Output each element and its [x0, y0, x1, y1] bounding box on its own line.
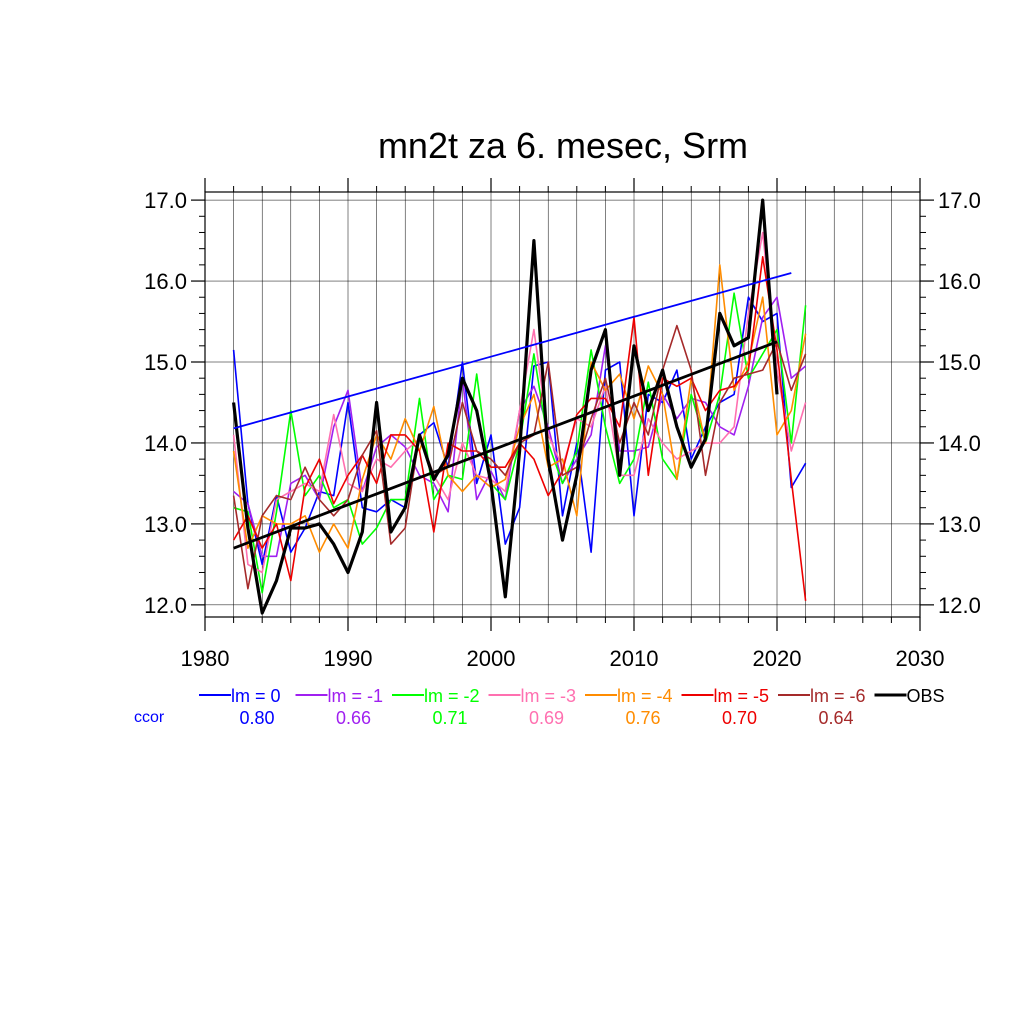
- series-lines: [232, 198, 807, 615]
- y-tick-label-right-13: 13.0: [938, 512, 981, 537]
- axes: 1980 1990 2000 2010 2020 2030 12.0 12.0 13.0 13.0…: [144, 178, 981, 671]
- legend-ccor-3: 0.69: [529, 708, 564, 728]
- y-tick-label-right-12: 12.0: [938, 593, 981, 618]
- chart-title: mn2t za 6. mesec, Srm: [378, 125, 748, 166]
- y-tick-label-left-15: 15.0: [144, 350, 187, 375]
- plot-frame: [204, 191, 921, 618]
- legend-label-0: lm = 0: [231, 686, 281, 706]
- legend-label-5: lm = -5: [714, 686, 770, 706]
- legend-label-1: lm = -1: [328, 686, 384, 706]
- x-tick-label-1980: 1980: [181, 646, 230, 671]
- y-tick-label-left-13: 13.0: [144, 512, 187, 537]
- y-tick-label-right-16: 16.0: [938, 269, 981, 294]
- legend-ccor-5: 0.70: [722, 708, 757, 728]
- legend-ccor-0: 0.80: [239, 708, 274, 728]
- legend-ccor-1: 0.66: [336, 708, 371, 728]
- legend-ccor-4: 0.76: [625, 708, 660, 728]
- trend-line-0: [233, 272, 792, 430]
- legend-label-7: OBS: [907, 686, 945, 706]
- y-tick-label-left-14: 14.0: [144, 431, 187, 456]
- legend-label-6: lm = -6: [810, 686, 866, 706]
- legend-ccor-2: 0.71: [432, 708, 467, 728]
- y-tick-label-left-16: 16.0: [144, 269, 187, 294]
- series-line-7: [232, 198, 779, 615]
- series-line-3: [232, 231, 807, 574]
- series-line-0: [232, 296, 807, 566]
- legend-label-4: lm = -4: [617, 686, 673, 706]
- grid: [205, 192, 920, 617]
- x-tick-label-2010: 2010: [610, 646, 659, 671]
- legend-ccor-6: 0.64: [818, 708, 853, 728]
- y-tick-label-left-17: 17.0: [144, 188, 187, 213]
- ccor-label: ccor: [134, 709, 165, 726]
- trend-lines: [233, 272, 792, 550]
- y-tick-label-right-15: 15.0: [938, 350, 981, 375]
- y-tick-label-right-14: 14.0: [938, 431, 981, 456]
- legend-label-3: lm = -3: [521, 686, 577, 706]
- y-tick-label-right-17: 17.0: [938, 188, 981, 213]
- x-tick-label-2020: 2020: [753, 646, 802, 671]
- trend-line-1: [233, 340, 778, 550]
- legend-label-2: lm = -2: [424, 686, 480, 706]
- x-tick-label-1990: 1990: [324, 646, 373, 671]
- x-tick-label-2000: 2000: [467, 646, 516, 671]
- y-tick-label-left-12: 12.0: [144, 593, 187, 618]
- x-tick-label-2030: 2030: [896, 646, 945, 671]
